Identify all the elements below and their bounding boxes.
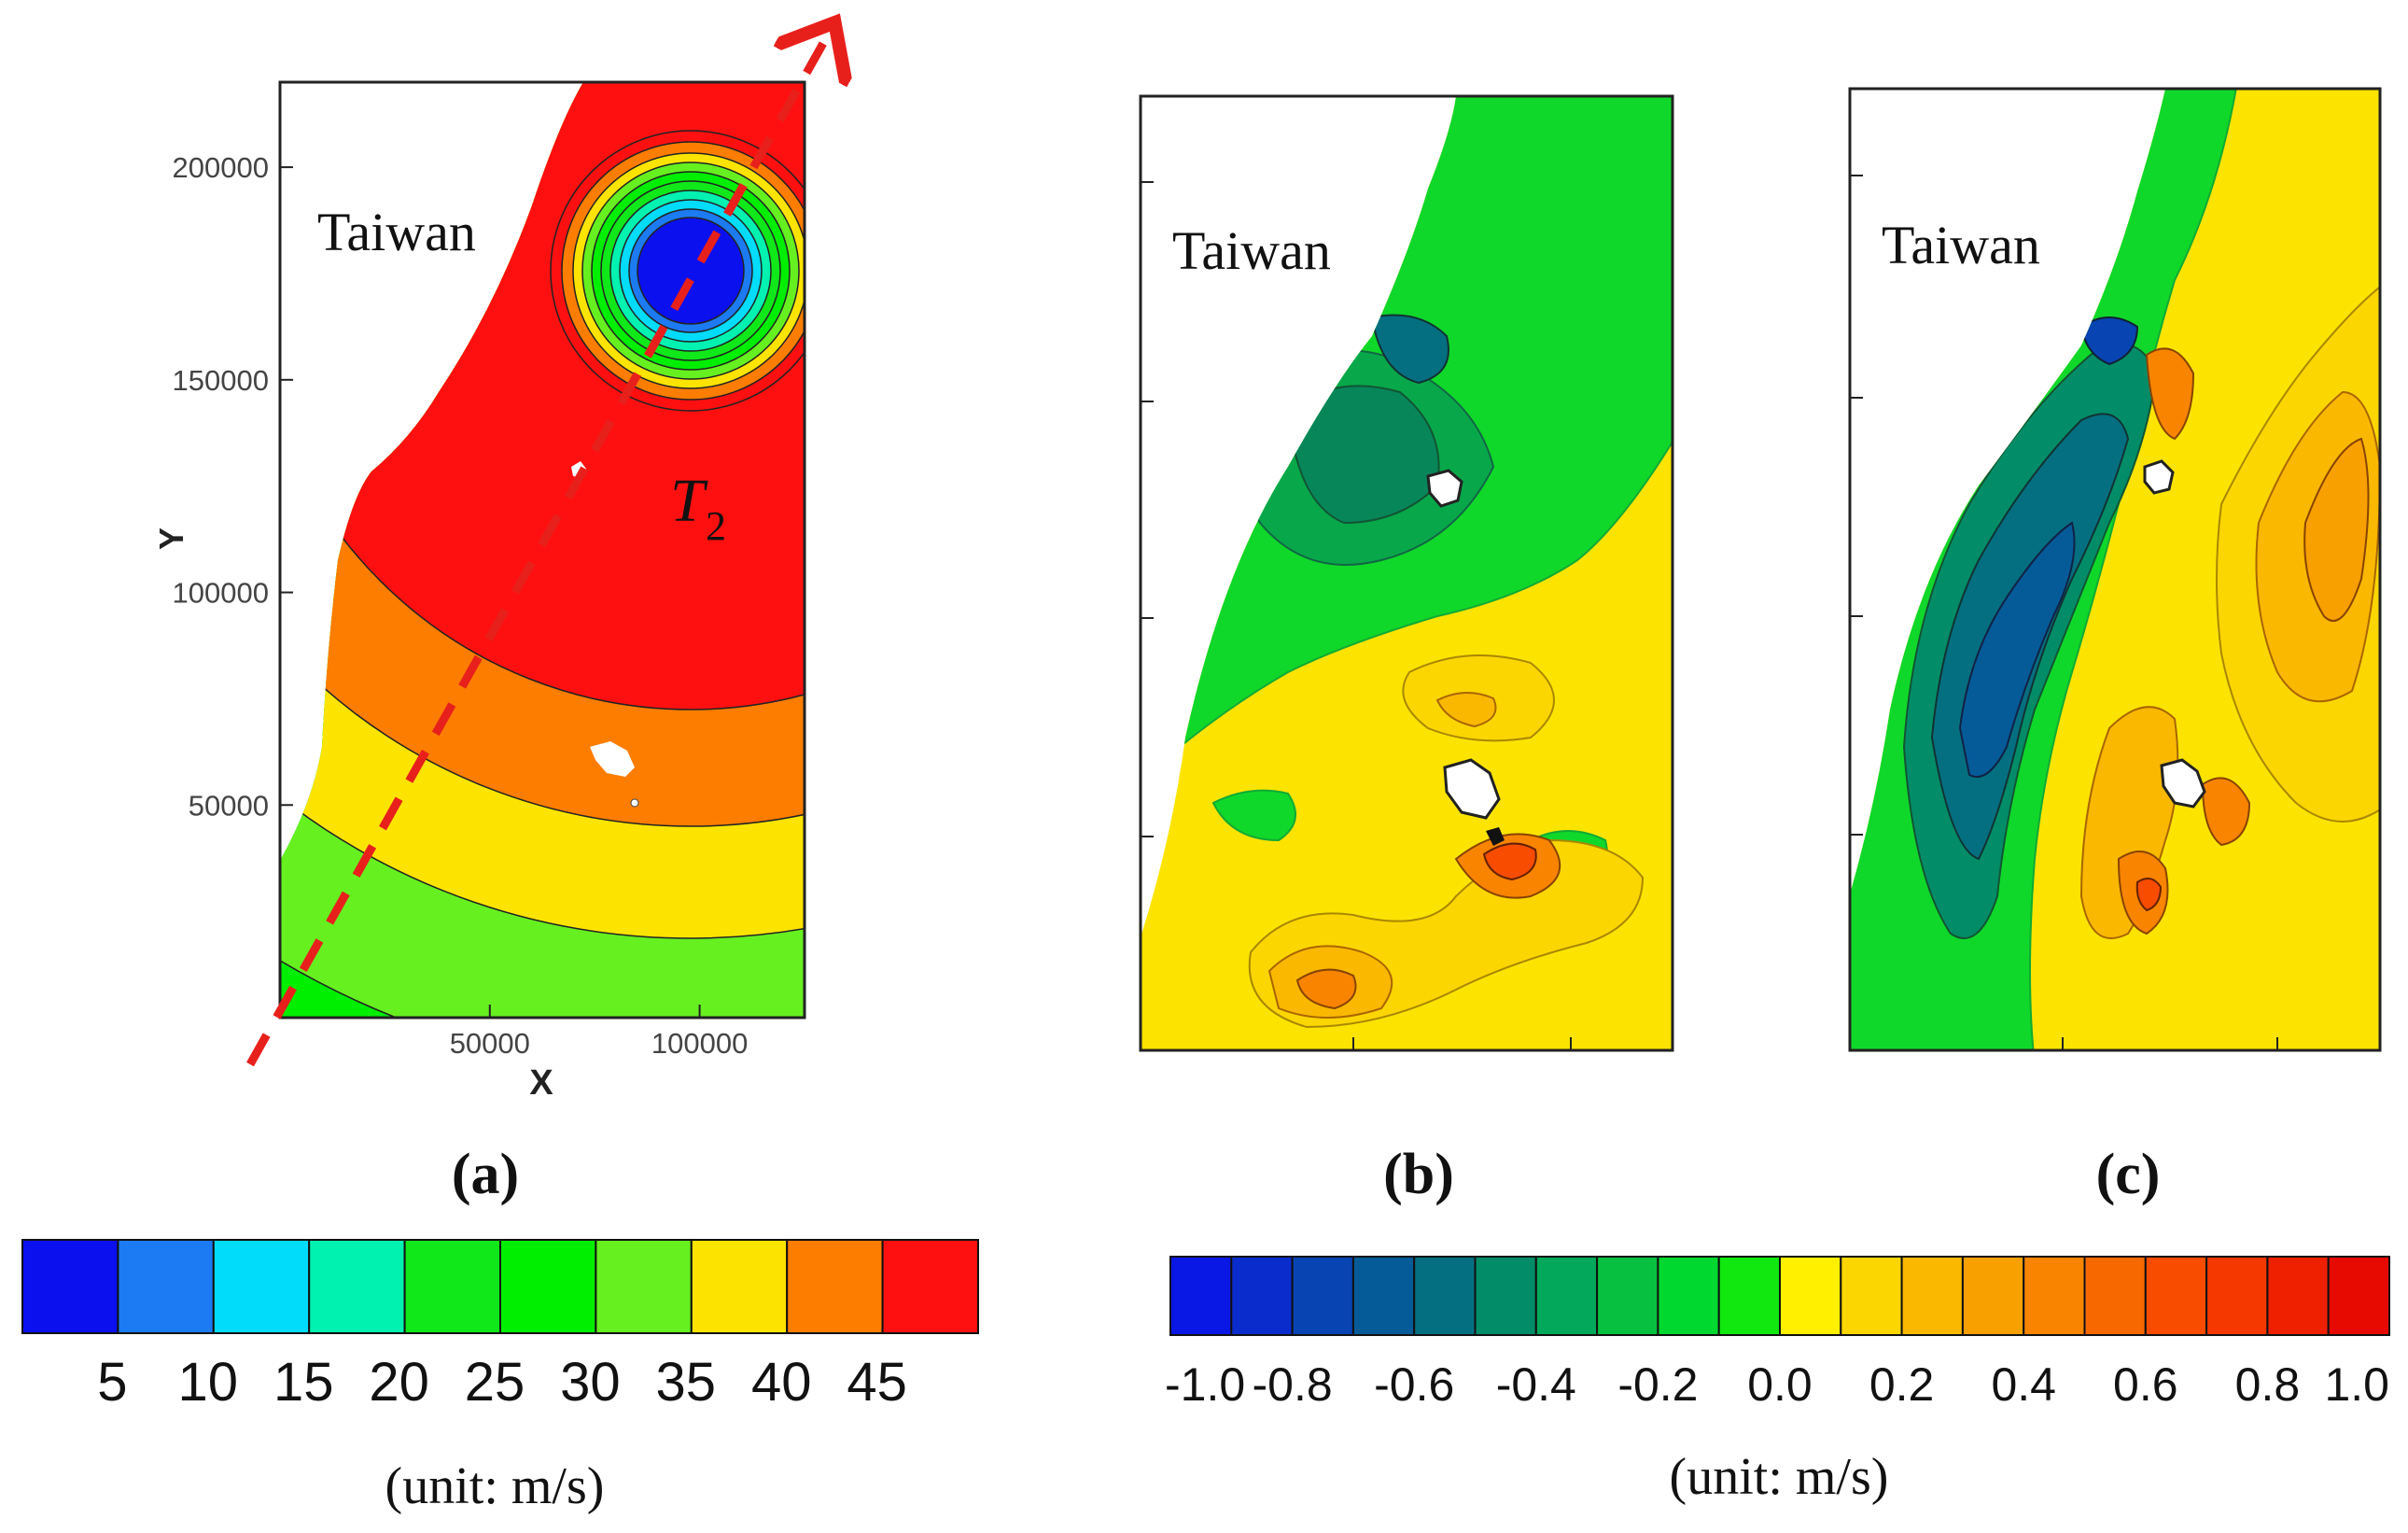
panel-b: Taiwan (b) (1139, 94, 1674, 1206)
svg-text:2: 2 (706, 503, 726, 549)
colorbar-velocity-difference (1169, 1256, 2390, 1336)
colorbar-tick-label: -0.6 (1374, 1358, 1454, 1411)
colorbar-tick-label: 1.0 (2324, 1358, 2389, 1411)
colorbar-swatch (2023, 1256, 2086, 1336)
colorbar-swatch (1900, 1256, 1964, 1336)
colorbar-tick-label: 35 (656, 1352, 717, 1413)
colorbar-tick-label: -0.4 (1496, 1358, 1576, 1411)
colorbar-tick-label: 5 (97, 1352, 127, 1413)
y-tick-label: 150000 (173, 364, 269, 397)
colorbar-swatch (786, 1239, 884, 1334)
colorbar-swatch (117, 1239, 215, 1334)
colorbar-swatch (1474, 1256, 1537, 1336)
colorbar-tick-label: 30 (560, 1352, 621, 1413)
island-c-1 (2143, 459, 2175, 495)
colorbar-wind-speed-unit: (unit: m/s) (385, 1457, 605, 1515)
y-tick-label: 200000 (173, 151, 269, 184)
colorbar-swatch (308, 1239, 406, 1334)
colorbar-swatch (2144, 1256, 2208, 1336)
colorbar-tick-label: 0.0 (1747, 1358, 1813, 1411)
colorbar-tick-label: 15 (273, 1352, 334, 1413)
x-axis-label: X (529, 1063, 553, 1103)
colorbar-swatch (1230, 1256, 1294, 1336)
x-tick-label: 50000 (450, 1027, 530, 1060)
colorbar-tick-label: 0.4 (1991, 1358, 2056, 1411)
colorbar-swatch (2083, 1256, 2147, 1336)
panel-c: Taiwan (c) (1848, 87, 2382, 1206)
colorbar-swatch (212, 1239, 311, 1334)
colorbar-tick-label: 0.8 (2235, 1358, 2301, 1411)
y-tick-label: 50000 (189, 789, 269, 822)
panel-b-label: (b) (1383, 1143, 1454, 1206)
island-b-2 (1443, 758, 1501, 820)
colorbar-swatch (1169, 1256, 1233, 1336)
colorbar-swatch (1840, 1256, 1903, 1336)
island-penghu (590, 741, 635, 777)
eye-core (637, 217, 745, 325)
panel-b-taiwan-label: Taiwan (1172, 220, 1331, 281)
colorbar-swatch (1961, 1256, 2025, 1336)
panel-c-label: (c) (2096, 1143, 2161, 1206)
panel-a-frame (278, 80, 806, 1020)
panel-c-ticks (1850, 175, 2278, 1050)
colorbar-tick-label: 10 (178, 1352, 239, 1413)
colorbar-tick-label: -0.2 (1617, 1358, 1698, 1411)
colorbar-swatch (881, 1239, 979, 1334)
colorbar-tick-label: 0.6 (2113, 1358, 2178, 1411)
colorbar-swatch (1717, 1256, 1781, 1336)
colorbar-swatch (1413, 1256, 1477, 1336)
colorbar-swatch (1657, 1256, 1720, 1336)
colorbar-swatch (499, 1239, 597, 1334)
panel-c-taiwan-label: Taiwan (1882, 215, 2040, 275)
colorbar-velocity-difference-labels: -1.0 -0.8 -0.6 -0.4 -0.2 0.0 0.2 0.4 0.6 0.8 1.0 (1165, 1358, 2389, 1411)
x-tick-label: 100000 (651, 1027, 748, 1060)
colorbar-swatch (403, 1239, 502, 1334)
colorbar-tick-label: 45 (847, 1352, 907, 1413)
svg-text:T: T (670, 467, 708, 535)
panel-b-ticks (1141, 181, 1572, 1050)
colorbar-swatch (2266, 1256, 2330, 1336)
colorbar-swatch (1779, 1256, 1842, 1336)
colorbar-wind-speed (21, 1239, 979, 1334)
panel-a-x-ticks: 50000 100000 (450, 1005, 748, 1060)
colorbar-swatch (595, 1239, 693, 1334)
island-c-2 (2160, 758, 2206, 809)
colorbar-tick-label: -1.0 (1165, 1358, 1245, 1411)
island-b-1 (1426, 469, 1463, 508)
track-label: T 2 (670, 467, 726, 549)
typhoon-track (246, 30, 831, 1067)
colorbar-swatch (1534, 1256, 1599, 1336)
panel-b-frame (1139, 94, 1674, 1052)
colorbar-tick-label: 40 (751, 1352, 812, 1413)
colorbar-tick-label: 25 (465, 1352, 525, 1413)
colorbar-tick-label: -0.8 (1253, 1358, 1333, 1411)
panel-a-label: (a) (452, 1143, 519, 1206)
colorbar-velocity-difference-unit: (unit: m/s) (1670, 1448, 1889, 1506)
colorbar-wind-speed-labels: 5 10 15 20 25 30 35 40 45 (97, 1352, 907, 1413)
panel-a-y-ticks: 200000 150000 100000 50000 (173, 151, 293, 822)
colorbar-swatch (690, 1239, 789, 1334)
colorbar-swatch (21, 1239, 119, 1334)
colorbar-swatch (2205, 1256, 2269, 1336)
colorbar-tick-label: 0.2 (1869, 1358, 1935, 1411)
colorbar-swatch (2327, 1256, 2390, 1336)
colorbar-swatch (1291, 1256, 1354, 1336)
colorbar-swatch (1596, 1256, 1659, 1336)
y-tick-label: 100000 (173, 577, 269, 610)
colorbar-tick-label: 20 (369, 1352, 429, 1413)
panel-a-taiwan-label: Taiwan (317, 202, 476, 262)
colorbar-swatch (1351, 1256, 1416, 1336)
y-axis-label: Y (152, 527, 190, 550)
panel-c-frame (1848, 87, 2382, 1052)
